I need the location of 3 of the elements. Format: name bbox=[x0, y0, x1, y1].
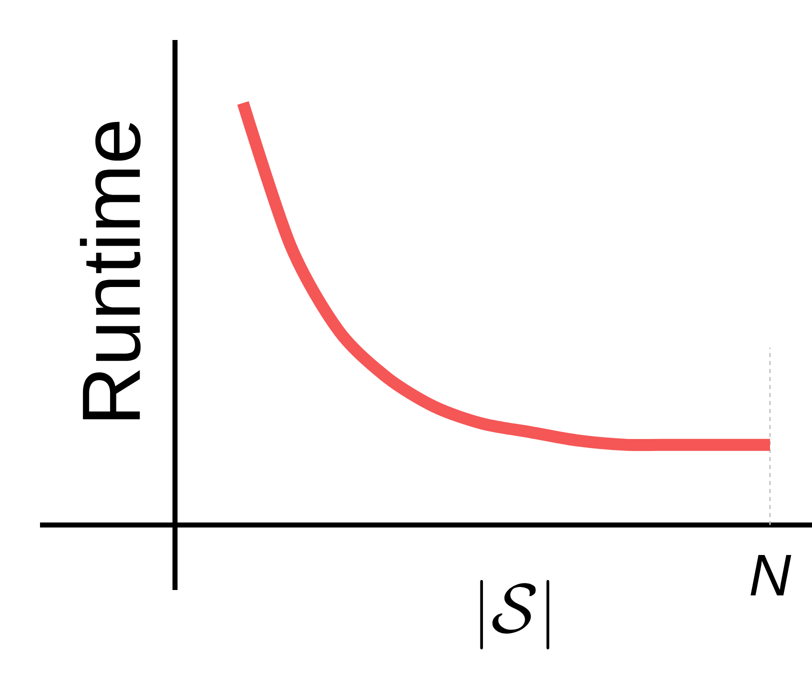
y-axis-title: Runtime bbox=[80, 122, 141, 420]
text: N bbox=[750, 555, 792, 596]
x-axis-title: $|\mathcal{S}|$ bbox=[480, 580, 550, 650]
